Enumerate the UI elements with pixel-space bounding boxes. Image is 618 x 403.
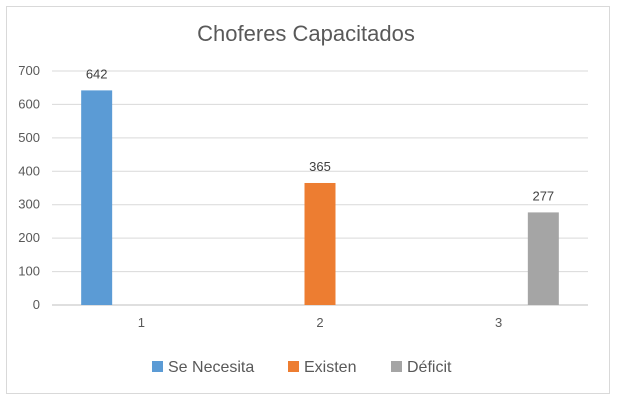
legend-label: Déficit <box>407 359 452 376</box>
x-tick-label: 1 <box>138 315 145 330</box>
legend-swatch <box>152 361 163 372</box>
y-tick-label: 0 <box>33 297 40 312</box>
y-tick-label: 300 <box>18 197 40 212</box>
y-tick-label: 700 <box>18 63 40 78</box>
gridlines <box>52 70 588 306</box>
y-axis-ticks: 0 100 200 300 400 500 600 700 <box>18 63 40 312</box>
legend-swatch <box>288 361 299 372</box>
chart-title: Choferes Capacitados <box>197 21 415 46</box>
bar-se-necesita <box>81 90 113 305</box>
legend-label: Se Necesita <box>168 359 254 376</box>
legend-label: Existen <box>304 359 356 376</box>
bars <box>81 90 559 305</box>
y-tick-label: 400 <box>18 163 40 178</box>
y-tick-label: 600 <box>18 96 40 111</box>
data-label: 277 <box>532 188 554 203</box>
legend-swatch <box>391 361 402 372</box>
y-tick-label: 100 <box>18 264 40 279</box>
x-tick-label: 2 <box>316 315 323 330</box>
data-label: 642 <box>86 66 108 81</box>
x-axis-ticks: 1 2 3 <box>138 315 503 330</box>
data-label: 365 <box>309 159 331 174</box>
x-tick-label: 3 <box>495 315 502 330</box>
bar-d-ficit <box>527 212 559 305</box>
bar-existen <box>304 182 336 305</box>
data-labels: 642 365 277 <box>86 66 554 203</box>
y-tick-label: 200 <box>18 230 40 245</box>
y-tick-label: 500 <box>18 130 40 145</box>
legend: Se Necesita Existen Déficit <box>152 359 452 376</box>
